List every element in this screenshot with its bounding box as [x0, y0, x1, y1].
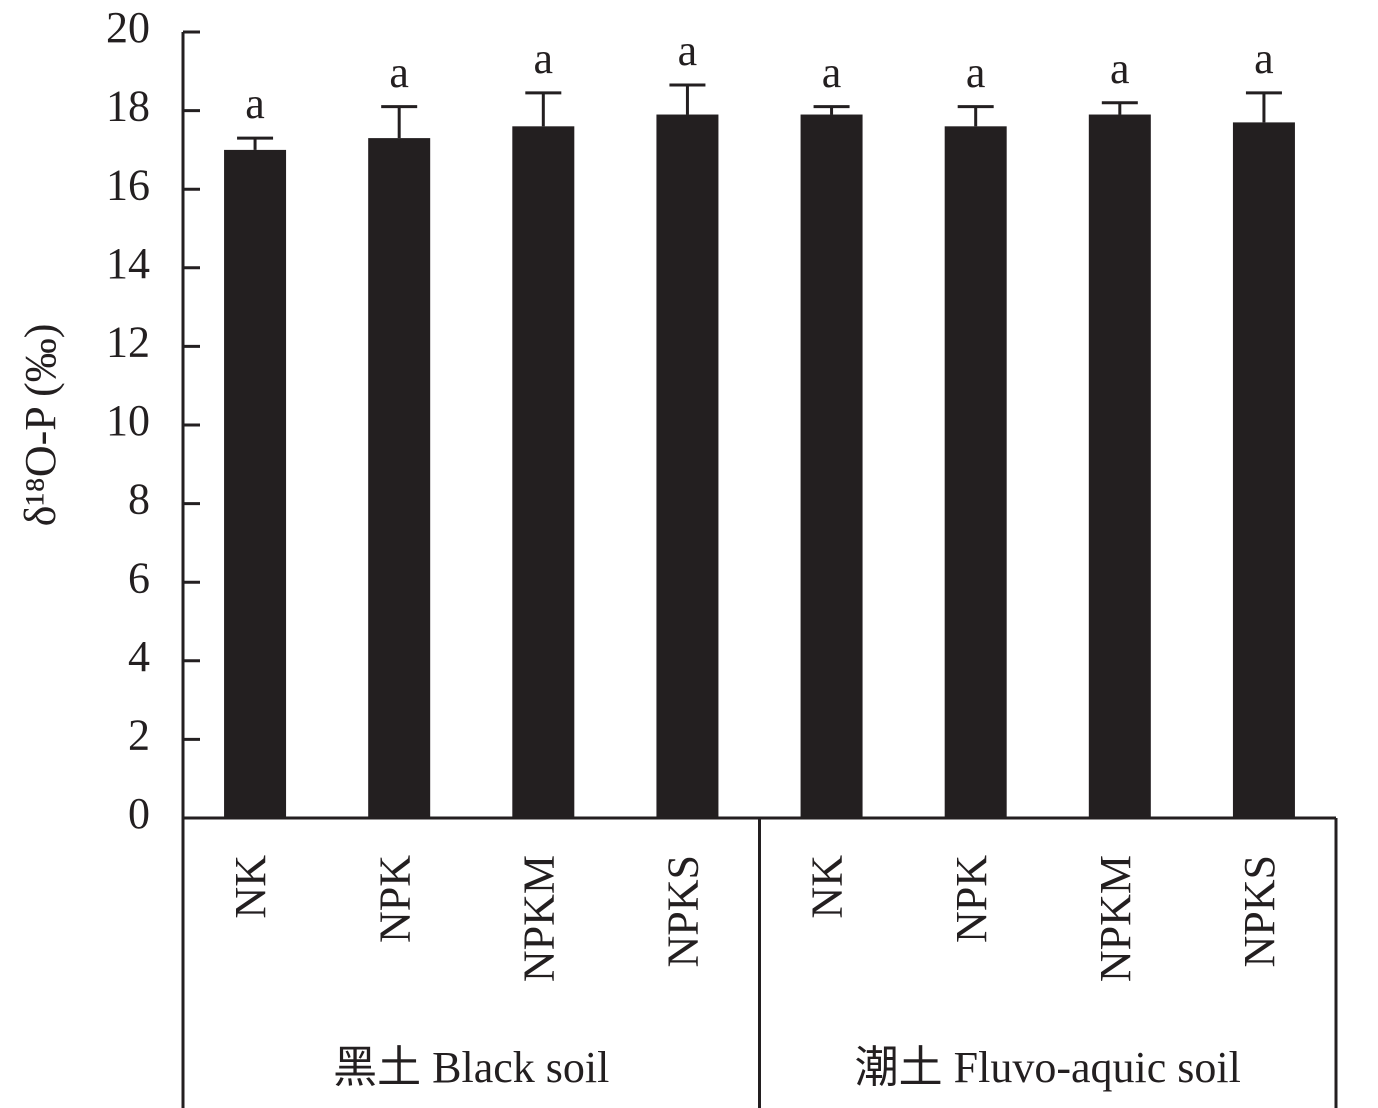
x-tick-label: NPKS: [659, 855, 708, 968]
group-label: 黑土 Black soil: [333, 1043, 609, 1092]
significance-label: a: [245, 79, 265, 128]
group-label: 潮土 Fluvo-aquic soil: [855, 1043, 1241, 1092]
y-tick-label: 0: [128, 789, 150, 838]
significance-label: a: [389, 48, 409, 97]
x-tick-label: NK: [226, 855, 275, 919]
bar: [368, 138, 431, 819]
bar: [1232, 122, 1295, 818]
x-tick-label: NPK: [947, 855, 996, 943]
y-tick-label: 16: [106, 160, 150, 209]
y-tick-label: 6: [128, 553, 150, 602]
significance-label: a: [534, 34, 554, 83]
y-tick-label: 12: [106, 317, 150, 366]
y-tick-label: 20: [106, 3, 150, 52]
x-tick-label: NPKM: [1091, 855, 1140, 982]
bar: [512, 126, 575, 818]
y-tick-label: 8: [128, 475, 150, 524]
y-axis-label: δ¹⁸O-P (‰): [16, 324, 65, 527]
bar: [224, 149, 287, 818]
y-tick-label: 14: [106, 239, 150, 288]
y-tick-label: 10: [106, 396, 150, 445]
x-tick-label: NPK: [370, 855, 419, 943]
significance-label: a: [822, 48, 842, 97]
x-tick-label: NPKS: [1235, 855, 1284, 968]
bar: [800, 114, 863, 818]
bar: [1088, 114, 1151, 818]
x-tick-label: NPKM: [514, 855, 563, 982]
bar: [944, 126, 1007, 818]
y-tick-label: 18: [106, 82, 150, 131]
bar: [656, 114, 719, 818]
significance-label: a: [966, 48, 986, 97]
y-tick-label: 4: [128, 632, 150, 681]
significance-label: a: [1254, 34, 1274, 83]
significance-label: a: [1110, 44, 1130, 93]
significance-label: a: [678, 26, 698, 75]
x-tick-label: NK: [803, 855, 852, 919]
y-tick-label: 2: [128, 710, 150, 759]
